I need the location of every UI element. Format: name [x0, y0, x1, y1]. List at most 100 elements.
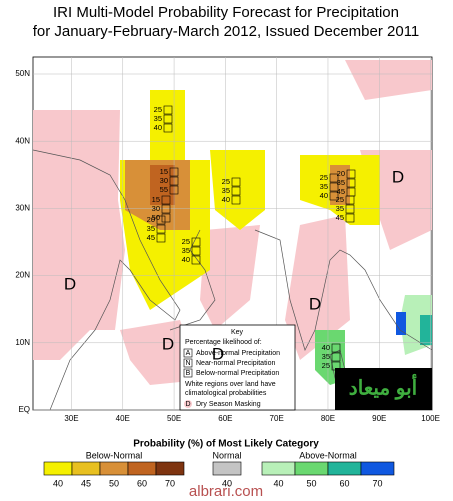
legend-label: 50: [109, 478, 119, 488]
dry-label: D: [309, 294, 321, 313]
probability-box: [169, 176, 179, 186]
probability-box: [231, 177, 241, 187]
above-region: [420, 315, 432, 345]
probability-box: [161, 204, 171, 214]
dry-label: D: [212, 344, 224, 363]
key-letter: N: [185, 360, 190, 367]
legend-label: 60: [137, 478, 147, 488]
below-region: [150, 165, 175, 205]
probability: 20: [337, 169, 345, 178]
lon-label: 40E: [116, 414, 130, 423]
probability: 25: [336, 195, 344, 204]
key-letter: A: [186, 350, 191, 357]
probability: 30: [152, 204, 160, 213]
probability-box: [161, 213, 171, 223]
probability-box: [329, 182, 339, 192]
probability: 35: [336, 204, 344, 213]
watermark: أبو ميعاد: [349, 373, 417, 400]
title-line: for January-February-March 2012, Issued …: [33, 23, 420, 40]
coastlines: [32, 149, 433, 411]
probability: 40: [222, 195, 230, 204]
probability: 45: [336, 213, 344, 222]
lat-label: 50N: [15, 69, 30, 78]
probability: 15: [160, 167, 168, 176]
probability: 35: [182, 246, 190, 255]
probability-box: [163, 123, 173, 133]
probability-box: [169, 167, 179, 177]
below-region: [210, 150, 265, 230]
probability: 55: [160, 185, 168, 194]
probability: 45: [337, 187, 345, 196]
probability-box: [345, 204, 355, 214]
key-title: Key: [231, 329, 244, 336]
map-area: [32, 56, 433, 411]
probability: 35: [337, 178, 345, 187]
legend-swatch: [71, 461, 101, 476]
probability-box: [331, 352, 341, 362]
legend-swatch: [360, 461, 395, 476]
probability-box: [156, 224, 166, 234]
lon-label: 60E: [218, 414, 232, 423]
lat-label: EQ: [18, 405, 30, 414]
coastline: [169, 229, 216, 331]
probability-box: [169, 185, 179, 195]
coastline: [254, 229, 433, 351]
probability-box: [191, 246, 201, 256]
probability-box: [345, 195, 355, 205]
probability-box: [156, 233, 166, 243]
probability: 25: [154, 105, 162, 114]
legend-label: 40: [53, 478, 63, 488]
probability-box: [156, 215, 166, 225]
key-text: Dry Season Masking: [196, 401, 261, 408]
key-letter-box: [183, 348, 193, 358]
legend-swatch: [327, 461, 362, 476]
below-region: [150, 90, 185, 160]
probability: 40: [154, 123, 162, 132]
legend-swatch: [43, 461, 73, 476]
probability: 40: [182, 255, 190, 264]
key-box: Key Percentage likelihood of: White regi…: [179, 324, 296, 411]
title-line: IRI Multi-Model Probability Forecast for…: [53, 4, 399, 21]
key-letter-box: [183, 368, 193, 378]
key-text: Below-normal Precipitation: [196, 370, 279, 377]
probability-box: [345, 213, 355, 223]
below-region: [330, 165, 350, 205]
probability-box: [163, 105, 173, 115]
dry-region: [200, 225, 260, 330]
probability: 35: [222, 186, 230, 195]
probability: 35: [147, 224, 155, 233]
lon-label: 80E: [321, 414, 335, 423]
legend-label: 45: [81, 478, 91, 488]
key-letter-box: [183, 358, 193, 368]
probability: 40: [320, 191, 328, 200]
legend-label: 50: [306, 478, 316, 488]
lat-label: 10N: [15, 338, 30, 347]
key-text: Above-normal Precipitation: [196, 350, 280, 357]
probability: 25: [222, 177, 230, 186]
probability-box: [163, 114, 173, 124]
probability: 25: [320, 173, 328, 182]
legend-group: Above-Normal: [299, 450, 357, 460]
lon-label: 30E: [64, 414, 78, 423]
legend-title: Probability (%) of Most Likely Category: [133, 439, 319, 450]
dry-region: [33, 110, 125, 360]
watermark-box: [335, 368, 432, 410]
probability-box: [331, 343, 341, 353]
probability: 15: [152, 195, 160, 204]
probability-box: [346, 178, 356, 188]
watermark: albrari.com: [189, 483, 263, 500]
dry-region: [285, 215, 350, 360]
key-subtitle: Percentage likelihood of:: [185, 339, 262, 346]
key-note: White regions over land have: [185, 381, 276, 388]
probability-box: [346, 169, 356, 179]
coastline: [32, 149, 181, 411]
key-note: climatological probabilities: [185, 390, 267, 397]
legend-swatch: [294, 461, 329, 476]
legend-group: Normal: [212, 450, 241, 460]
dry-region: [345, 60, 432, 100]
dry-label: D: [162, 334, 174, 353]
lat-label: 20N: [15, 271, 30, 280]
key-letter: D: [185, 401, 190, 408]
legend-label: 40: [222, 478, 232, 488]
